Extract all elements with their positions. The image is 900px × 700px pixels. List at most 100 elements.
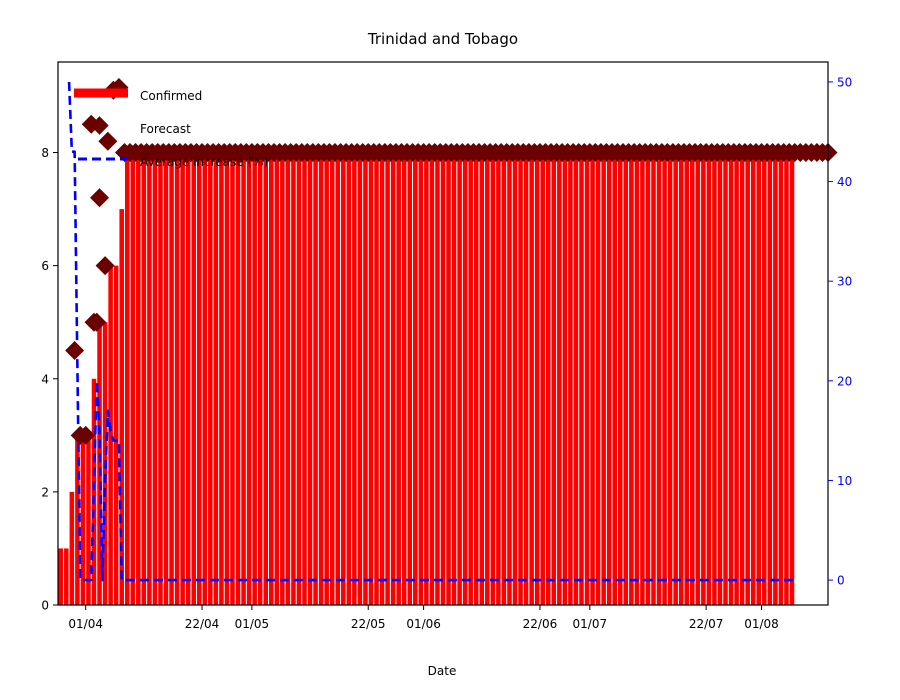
- confirmed-bar: [568, 152, 573, 605]
- x-tick-label: 01/07: [573, 617, 608, 631]
- confirmed-bar: [739, 152, 745, 605]
- confirmed-bar: [462, 152, 468, 605]
- confirmed-bar: [496, 152, 501, 605]
- confirmed-bar: [634, 152, 640, 605]
- confirmed-bar: [407, 152, 413, 605]
- confirmed-bar: [357, 152, 363, 605]
- forecast-point: [90, 188, 110, 208]
- confirmed-bar: [479, 152, 485, 605]
- confirmed-bar: [213, 152, 219, 605]
- confirmed-bar: [678, 152, 684, 605]
- confirmed-bar: [651, 152, 656, 605]
- confirmed-bar: [473, 152, 479, 605]
- confirmed-bar: [557, 152, 562, 605]
- right-y-tick-label: 30: [837, 275, 852, 289]
- confirmed-bar: [257, 152, 263, 605]
- confirmed-bar: [773, 152, 778, 605]
- confirmed-bar: [113, 265, 119, 605]
- confirmed-bar: [640, 152, 645, 605]
- confirmed-bar: [778, 152, 784, 605]
- confirmed-bar: [80, 435, 86, 605]
- confirmed-bar: [789, 152, 795, 605]
- confirmed-bar: [401, 152, 407, 605]
- confirmed-bar: [346, 152, 352, 605]
- legend-forecast-swatch: [90, 116, 109, 135]
- confirmed-bar: [673, 152, 678, 605]
- x-axis-label: Date: [428, 664, 457, 678]
- confirmed-bar: [352, 152, 357, 605]
- confirmed-bar: [612, 152, 617, 605]
- confirmed-bar: [119, 209, 124, 605]
- confirmed-bars: [58, 152, 795, 605]
- confirmed-bar: [202, 152, 208, 605]
- right-y-tick-label: 20: [837, 374, 852, 388]
- confirmed-bar: [163, 152, 169, 605]
- confirmed-bar: [656, 152, 662, 605]
- confirmed-bar: [269, 152, 274, 605]
- confirmed-bar: [662, 152, 667, 605]
- confirmed-bar: [368, 152, 374, 605]
- legend-confirmed-label: Confirmed: [140, 89, 202, 103]
- average-increase-line: [67, 81, 795, 582]
- confirmed-bar: [606, 152, 612, 605]
- legend: Confirmed Forecast Average increase (%): [74, 88, 268, 169]
- confirmed-bar: [490, 152, 496, 605]
- confirmed-bar: [185, 152, 191, 605]
- confirmed-bar: [617, 152, 623, 605]
- confirmed-bar: [141, 152, 147, 605]
- confirmed-bar: [324, 152, 329, 605]
- confirmed-bar: [573, 152, 579, 605]
- confirmed-bar: [196, 152, 202, 605]
- confirmed-bar: [451, 152, 457, 605]
- right-y-tick-label: 40: [837, 175, 852, 189]
- forecast-point: [65, 340, 85, 360]
- confirmed-bar: [767, 152, 773, 605]
- confirmed-bar: [584, 152, 590, 605]
- confirmed-bar: [280, 152, 285, 605]
- confirmed-bar: [285, 152, 291, 605]
- confirmed-bar: [501, 152, 507, 605]
- confirmed-bar: [252, 152, 257, 605]
- confirmed-bar: [750, 152, 756, 605]
- plot-frame: [57, 61, 829, 606]
- confirmed-bar: [180, 152, 185, 605]
- confirmed-bar: [440, 152, 446, 605]
- confirmed-bar: [208, 152, 213, 605]
- confirmed-bar: [695, 152, 701, 605]
- legend-average-label: Average increase (%): [140, 155, 268, 169]
- left-y-tick-label: 6: [41, 259, 49, 273]
- confirmed-bar: [274, 152, 280, 605]
- left-y-axis: 0 2 4 6 8: [41, 146, 58, 613]
- confirmed-bar: [86, 435, 91, 605]
- x-tick-label: 22/07: [689, 617, 724, 631]
- confirmed-bar: [590, 152, 595, 605]
- confirmed-bar: [341, 152, 346, 605]
- confirmed-bar: [545, 152, 551, 605]
- confirmed-bar: [540, 152, 545, 605]
- confirmed-bar: [629, 152, 634, 605]
- confirmed-bar: [263, 152, 269, 605]
- confirmed-bar: [390, 152, 396, 605]
- confirmed-bar: [717, 152, 723, 605]
- confirmed-bar: [246, 152, 252, 605]
- confirmed-bar: [701, 152, 706, 605]
- confirmed-bar: [136, 152, 141, 605]
- confirmed-bar: [562, 152, 568, 605]
- confirmed-bar: [108, 265, 113, 605]
- confirmed-bar: [230, 152, 235, 605]
- x-axis: 01/04 22/04 01/05 22/05 01/06 22/06 01/07 22/07…: [68, 605, 779, 631]
- confirmed-bar: [684, 152, 690, 605]
- confirmed-bar: [307, 152, 313, 605]
- left-y-tick-label: 4: [41, 372, 49, 386]
- confirmed-bar: [379, 152, 385, 605]
- confirmed-bar: [523, 152, 529, 605]
- confirmed-bar: [75, 435, 80, 605]
- confirmed-bar: [529, 152, 534, 605]
- confirmed-bar: [130, 152, 136, 605]
- confirmed-bar: [64, 548, 69, 605]
- confirmed-bar: [374, 152, 379, 605]
- confirmed-bar: [224, 152, 230, 605]
- forecast-point: [87, 312, 107, 332]
- confirmed-bar: [595, 152, 601, 605]
